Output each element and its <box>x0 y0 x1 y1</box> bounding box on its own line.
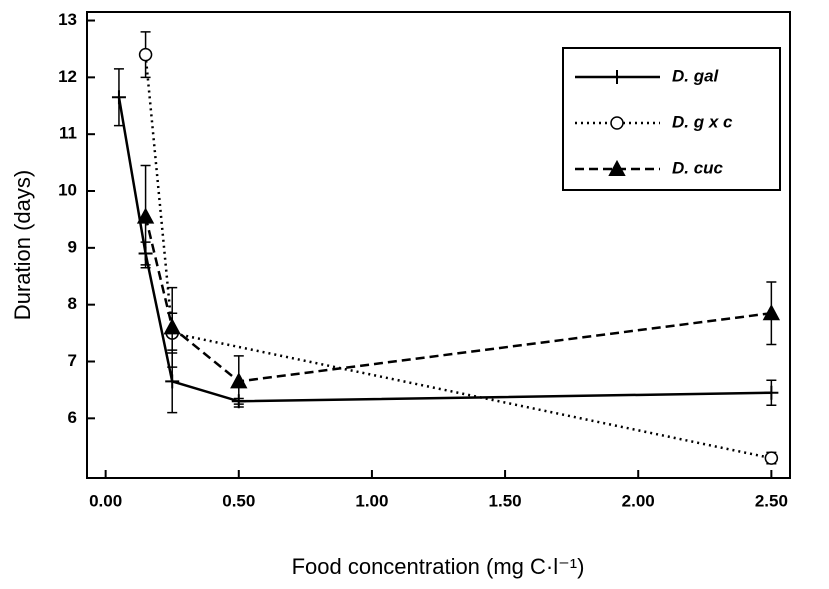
x-tick-label: 0.00 <box>89 491 122 510</box>
y-tick-label: 6 <box>68 408 77 427</box>
legend-marker <box>610 70 624 84</box>
legend-label: D. gal <box>672 66 720 85</box>
y-tick-label: 11 <box>59 124 77 143</box>
x-axis-label: Food concentration (mg C·l⁻¹) <box>292 554 585 579</box>
point <box>136 207 155 224</box>
point <box>165 374 180 389</box>
y-tick-label: 12 <box>58 67 77 86</box>
plot-frame <box>86 11 791 479</box>
y-tick-label: 7 <box>68 351 77 370</box>
legend-marker <box>608 159 626 176</box>
x-tick-label: 1.00 <box>355 491 388 510</box>
y-tick-label: 13 <box>58 10 77 29</box>
x-tick-label: 2.50 <box>755 491 788 510</box>
point <box>764 451 779 465</box>
y-axis-label: Duration (days) <box>10 170 35 320</box>
x-tick-label: 2.00 <box>622 491 655 510</box>
x-tick-label: 1.50 <box>489 491 522 510</box>
point <box>138 47 153 62</box>
point <box>764 385 779 400</box>
series-line <box>144 216 772 383</box>
y-tick-label: 9 <box>68 237 77 256</box>
y-tick-label: 10 <box>58 180 77 199</box>
legend-marker <box>610 116 624 130</box>
point <box>163 318 181 335</box>
point <box>230 372 248 389</box>
point <box>111 90 126 105</box>
legend-label: D. cuc <box>672 158 724 177</box>
legend-label: D. g x c <box>672 112 733 131</box>
y-tick-label: 8 <box>68 294 77 313</box>
x-tick-label: 0.50 <box>222 491 255 510</box>
legend-box <box>562 47 781 191</box>
point <box>762 304 781 321</box>
